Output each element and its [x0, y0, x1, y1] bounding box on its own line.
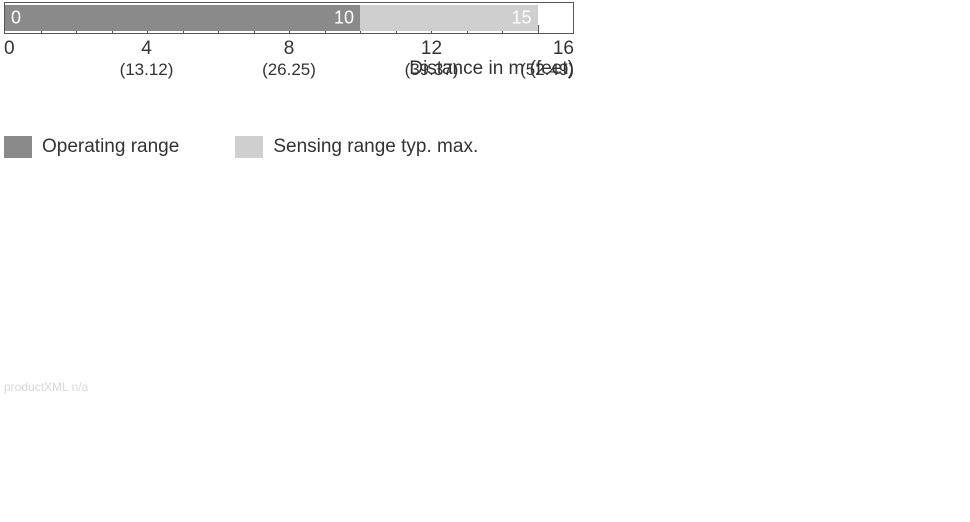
legend-swatch: [4, 136, 32, 158]
axis-tick: 4(13.12): [120, 38, 174, 79]
bar-segment-sensing: 15: [360, 5, 538, 31]
bar-track: 0 10 15: [4, 2, 574, 34]
footer-note: productXML n/a: [4, 380, 88, 394]
bar-label: 15: [511, 8, 531, 29]
bar-segment-operating: 0 10: [5, 5, 360, 31]
axis-tick-label: 4: [141, 38, 152, 59]
axis-title: Distance in m (feet): [409, 58, 574, 80]
bar-label: 0: [11, 8, 21, 29]
bar-label: 10: [334, 8, 354, 29]
range-chart: 01015 04(13.12)8(26.25)12(39.37)16(52.49…: [4, 2, 574, 88]
axis-tick-sublabel: (26.25): [262, 60, 316, 80]
axis-tick: 0: [4, 38, 15, 60]
axis-tick-label: 0: [4, 38, 15, 59]
legend-label: Sensing range typ. max.: [273, 136, 478, 158]
axis-tick-label: 8: [284, 38, 295, 59]
axis-tick-label: 16: [553, 38, 574, 59]
axis-tick-sublabel: (13.12): [120, 60, 174, 80]
legend-swatch: [235, 136, 263, 158]
minor-tick: [538, 25, 539, 33]
axis-tick-label: 12: [421, 38, 442, 59]
legend: Operating range Sensing range typ. max.: [4, 136, 478, 158]
axis-tick: 8(26.25): [262, 38, 316, 79]
legend-label: Operating range: [42, 136, 179, 158]
